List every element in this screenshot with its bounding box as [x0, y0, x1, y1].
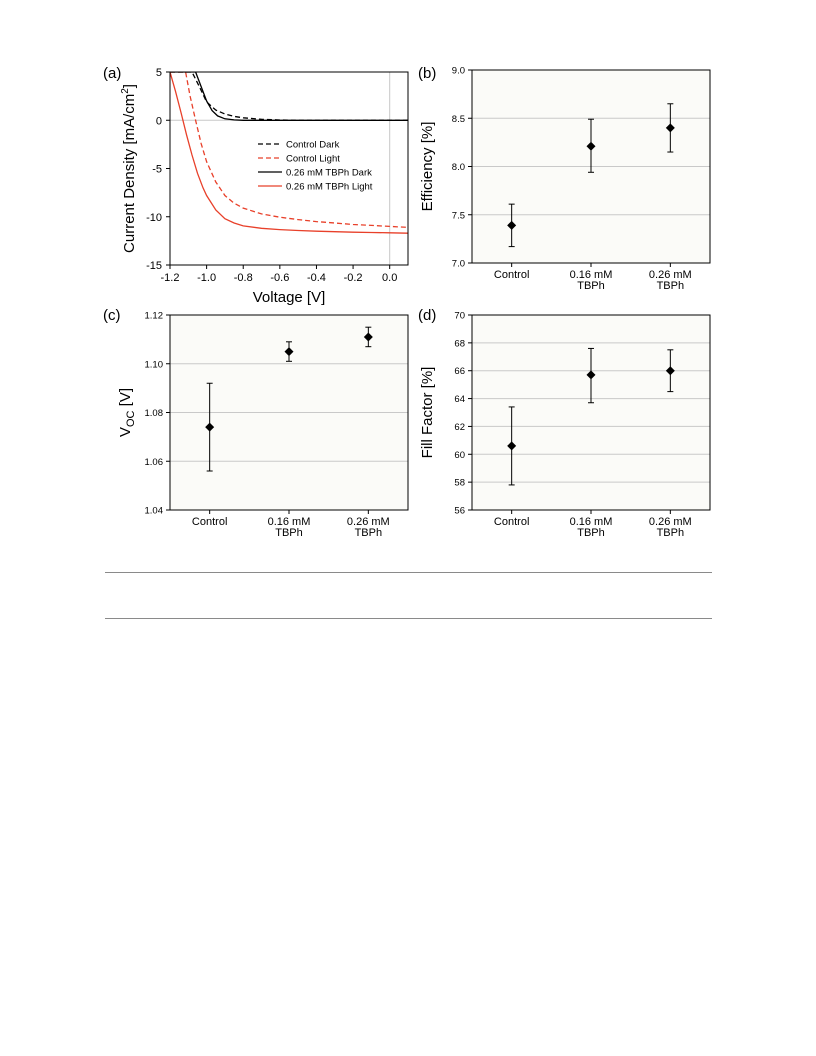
- y-tick-label: 1.08: [145, 408, 164, 419]
- category-label: TBPh: [577, 280, 605, 292]
- x-tick-label: -0.8: [234, 272, 253, 284]
- y-tick-label: 0: [156, 115, 162, 127]
- legend-entry-2: 0.26 mM TBPh Dark: [286, 168, 372, 179]
- x-tick-label: -1.2: [161, 272, 180, 284]
- y-axis-label-end: ]: [121, 84, 138, 88]
- category-label: TBPh: [355, 527, 383, 539]
- plot-frame: [471, 69, 711, 264]
- category-label: 0.26 mM: [649, 269, 692, 281]
- x-tick-label: -0.2: [344, 272, 363, 284]
- data-point: [507, 220, 517, 230]
- x-axis-label: Voltage [V]: [253, 289, 326, 306]
- category-label: Control: [494, 516, 529, 528]
- category-label: Control: [494, 269, 529, 281]
- legend-entry-1: Control Light: [286, 154, 340, 165]
- data-point: [363, 332, 373, 342]
- category-label: 0.26 mM: [649, 516, 692, 528]
- series-line-2: [170, 72, 408, 121]
- data-point: [665, 366, 675, 376]
- y-tick-label: 56: [454, 506, 465, 517]
- category-label: 0.26 mM: [347, 516, 390, 528]
- data-point: [205, 422, 215, 432]
- category-label: 0.16 mM: [268, 516, 311, 528]
- y-tick-label: -15: [146, 260, 162, 272]
- legend-entry-3: 0.26 mM TBPh Light: [286, 182, 373, 193]
- plot-frame: [169, 71, 409, 266]
- y-tick-label: 7.0: [452, 259, 465, 270]
- y-axis-label: Current Density [mA/cm2]: [120, 84, 138, 253]
- y-tick-label: 62: [454, 422, 465, 433]
- divider-bottom: [105, 618, 712, 619]
- data-point: [665, 123, 675, 133]
- category-label: TBPh: [577, 527, 605, 539]
- y-tick-label: -5: [152, 164, 162, 176]
- y-axis-label-main: Efficiency [%]: [419, 122, 436, 212]
- y-axis-label-main: V: [117, 427, 134, 437]
- y-tick-label: 1.04: [145, 506, 164, 517]
- data-point: [507, 441, 517, 451]
- series-line-1: [170, 72, 408, 229]
- y-tick-label: 64: [454, 394, 465, 405]
- y-tick-label: 7.5: [452, 210, 465, 221]
- x-tick-label: -0.4: [307, 272, 326, 284]
- x-tick-label: -1.0: [197, 272, 216, 284]
- data-point: [586, 141, 596, 151]
- y-tick-label: -10: [146, 212, 162, 224]
- y-tick-label: 1.06: [145, 457, 164, 468]
- y-axis-label-end: [V]: [117, 388, 134, 411]
- panel-label: (a): [103, 65, 121, 82]
- data-point: [586, 370, 596, 380]
- series-line-3: [170, 72, 408, 234]
- y-axis-label-main: Current Density [mA/cm: [121, 94, 138, 253]
- panel-label: (b): [418, 65, 436, 82]
- y-tick-label: 66: [454, 366, 465, 377]
- y-tick-label: 8.5: [452, 114, 465, 125]
- y-tick-label: 1.10: [145, 359, 164, 370]
- y-tick-label: 70: [454, 311, 465, 322]
- data-point: [284, 347, 294, 357]
- y-axis-label-main: Fill Factor [%]: [419, 367, 436, 459]
- x-tick-label: 0.0: [382, 272, 397, 284]
- plot-frame: [169, 314, 409, 511]
- x-tick-label: -0.6: [270, 272, 289, 284]
- y-tick-label: 58: [454, 478, 465, 489]
- y-axis-label-sup: 2: [120, 88, 131, 94]
- panel-label: (d): [418, 307, 436, 324]
- category-label: 0.16 mM: [570, 516, 613, 528]
- category-label: 0.16 mM: [570, 269, 613, 281]
- y-tick-label: 1.12: [145, 311, 164, 322]
- legend-entry-0: Control Dark: [286, 140, 340, 151]
- category-label: TBPh: [275, 527, 303, 539]
- y-tick-label: 60: [454, 450, 465, 461]
- y-tick-label: 9.0: [452, 66, 465, 77]
- plot-frame: [471, 314, 711, 511]
- y-tick-label: 5: [156, 67, 162, 79]
- y-tick-label: 8.0: [452, 162, 465, 173]
- category-label: Control: [192, 516, 227, 528]
- y-tick-label: 68: [454, 338, 465, 349]
- plot-background: [472, 315, 710, 510]
- y-axis-label: VOC [V]: [117, 388, 137, 437]
- category-label: TBPh: [657, 527, 685, 539]
- panel-label: (c): [103, 307, 121, 324]
- y-axis-label: Efficiency [%]: [419, 122, 436, 212]
- y-axis-label: Fill Factor [%]: [419, 367, 436, 459]
- y-axis-label-sub: OC: [125, 410, 137, 427]
- divider-top: [105, 572, 712, 573]
- category-label: TBPh: [657, 280, 685, 292]
- panel-a: (a) -1.2 -1.0 -0.8 -0.6 -0.4 -0.2 0.0 5 0 -5 -10 -15…: [103, 65, 409, 306]
